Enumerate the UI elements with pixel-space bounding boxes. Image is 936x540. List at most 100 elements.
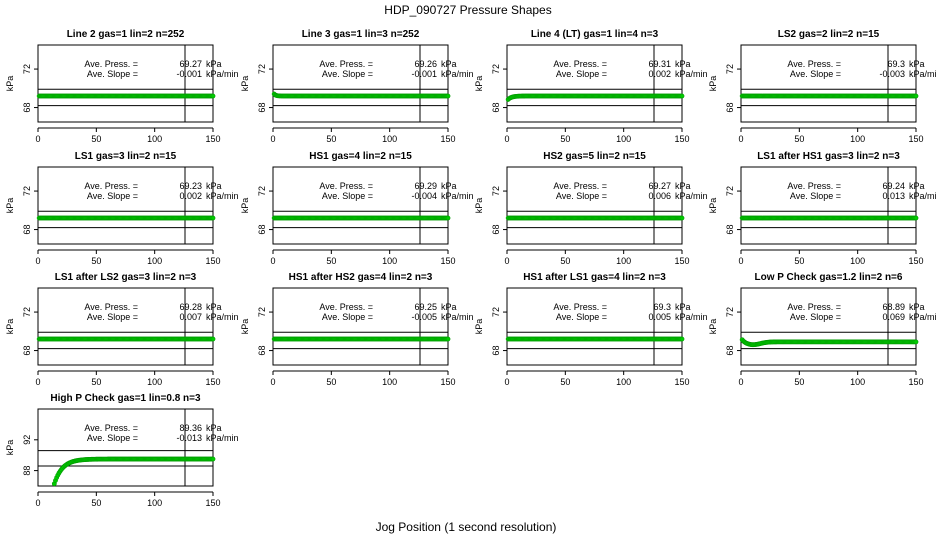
y-tick-label: 68 <box>725 225 735 235</box>
stat-slope-label: Ave. Slope = <box>322 191 373 201</box>
stat-press-label: Ave. Press. = <box>553 302 607 312</box>
x-tick-label: 0 <box>35 377 40 387</box>
stat-slope-label: Ave. Slope = <box>790 312 841 322</box>
x-tick-label: 150 <box>674 256 689 266</box>
stat-press-label: Ave. Press. = <box>787 59 841 69</box>
data-points <box>271 215 451 221</box>
stat-slope-value: -0.004 <box>411 191 437 201</box>
stat-slope-label: Ave. Slope = <box>556 191 607 201</box>
data-point <box>913 215 919 221</box>
y-tick-label: 72 <box>491 64 501 74</box>
data-point <box>210 336 216 342</box>
data-points <box>739 337 919 348</box>
x-tick-label: 50 <box>91 498 101 508</box>
x-tick-label: 50 <box>560 377 570 387</box>
y-tick-label: 72 <box>257 186 267 196</box>
stat-press-value: 69.23 <box>179 181 202 191</box>
x-tick-label: 100 <box>382 134 397 144</box>
stat-press-value: 69.31 <box>648 59 671 69</box>
data-point <box>210 93 216 99</box>
x-tick-label: 100 <box>382 377 397 387</box>
stat-slope-label: Ave. Slope = <box>556 312 607 322</box>
stat-press-value: 69.3 <box>653 302 671 312</box>
x-tick-label: 100 <box>616 256 631 266</box>
x-tick-label: 50 <box>794 134 804 144</box>
stat-slope-value: 0.005 <box>648 312 671 322</box>
y-axis-label: kPa <box>5 319 15 335</box>
stat-press-unit: kPa <box>675 302 691 312</box>
x-tick-label: 150 <box>440 256 455 266</box>
stat-press-unit: kPa <box>441 302 457 312</box>
x-tick-label: 150 <box>440 134 455 144</box>
x-tick-label: 100 <box>147 498 162 508</box>
y-axis-label: kPa <box>5 76 15 92</box>
x-tick-label: 150 <box>205 498 220 508</box>
y-tick-label: 72 <box>725 307 735 317</box>
stat-press-value: 89.36 <box>179 423 202 433</box>
panel-title: Low P Check gas=1.2 lin=2 n=6 <box>755 272 903 283</box>
stat-slope-value: -0.001 <box>176 69 202 79</box>
data-points <box>505 215 685 221</box>
x-tick-label: 0 <box>504 377 509 387</box>
stat-slope-unit: kPa/min <box>206 69 239 79</box>
x-tick-label: 0 <box>270 134 275 144</box>
data-points <box>36 93 216 99</box>
stat-slope-label: Ave. Slope = <box>790 191 841 201</box>
x-tick-label: 50 <box>91 377 101 387</box>
panel-title: LS1 after HS1 gas=3 lin=2 n=3 <box>757 151 900 162</box>
y-tick-label: 72 <box>22 307 32 317</box>
stat-slope-unit: kPa/min <box>675 69 708 79</box>
stat-slope-unit: kPa/min <box>909 191 936 201</box>
y-tick-label: 68 <box>725 103 735 113</box>
x-tick-label: 0 <box>738 134 743 144</box>
y-tick-label: 72 <box>725 64 735 74</box>
y-axis-label: kPa <box>474 198 484 214</box>
plot-frame <box>272 287 449 366</box>
x-tick-label: 100 <box>850 377 865 387</box>
stat-slope-unit: kPa/min <box>675 312 708 322</box>
y-tick-label: 68 <box>491 225 501 235</box>
panel: LS1 after HS1 gas=3 lin=2 n=3 kPa 68 72 0 50 1… <box>708 151 936 266</box>
stat-slope-value: 0.002 <box>179 191 202 201</box>
x-tick-label: 50 <box>794 377 804 387</box>
x-tick-label: 100 <box>147 377 162 387</box>
stat-press-value: 69.3 <box>887 59 905 69</box>
x-tick-label: 150 <box>908 377 923 387</box>
x-tick-label: 50 <box>91 134 101 144</box>
panel: HS1 after LS1 gas=4 lin=2 n=3 kPa 68 72 0 50 1… <box>474 272 708 387</box>
data-point <box>210 456 216 462</box>
y-axis-label: kPa <box>474 76 484 92</box>
stat-slope-value: -0.003 <box>879 69 905 79</box>
panel-title: High P Check gas=1 lin=0.8 n=3 <box>50 393 201 404</box>
panel: LS1 gas=3 lin=2 n=15 kPa 68 72 0 50 100 150 Ave.… <box>5 151 239 266</box>
data-point <box>679 336 685 342</box>
stat-press-unit: kPa <box>909 302 925 312</box>
x-tick-label: 50 <box>326 377 336 387</box>
plot-frame <box>272 44 449 123</box>
y-tick-label: 72 <box>22 186 32 196</box>
stat-slope-label: Ave. Slope = <box>790 69 841 79</box>
panel: Line 3 gas=1 lin=3 n=252 kPa 68 72 0 50 100 150… <box>240 29 474 144</box>
y-axis-label: kPa <box>474 319 484 335</box>
stat-slope-unit: kPa/min <box>206 191 239 201</box>
y-tick-label: 72 <box>491 307 501 317</box>
stat-press-unit: kPa <box>206 423 222 433</box>
stat-slope-value: 0.002 <box>648 69 671 79</box>
y-tick-label: 72 <box>257 307 267 317</box>
x-tick-label: 0 <box>738 377 743 387</box>
panel: HS2 gas=5 lin=2 n=15 kPa 68 72 0 50 100 150 Ave.… <box>474 151 708 266</box>
y-tick-label: 72 <box>725 186 735 196</box>
y-tick-label: 68 <box>257 225 267 235</box>
x-tick-label: 50 <box>326 256 336 266</box>
stat-press-label: Ave. Press. = <box>553 59 607 69</box>
x-tick-label: 0 <box>504 256 509 266</box>
panel: Line 4 (LT) gas=1 lin=4 n=3 kPa 68 72 0 50 100… <box>474 29 708 144</box>
stat-slope-unit: kPa/min <box>206 433 239 443</box>
stat-press-value: 69.28 <box>179 302 202 312</box>
stat-press-label: Ave. Press. = <box>84 302 138 312</box>
panel-title: Line 2 gas=1 lin=2 n=252 <box>67 29 185 40</box>
y-axis-label: kPa <box>240 76 250 92</box>
panel-title: Line 4 (LT) gas=1 lin=4 n=3 <box>531 29 659 40</box>
plot-frame <box>37 408 214 487</box>
stat-slope-value: 0.013 <box>882 191 905 201</box>
